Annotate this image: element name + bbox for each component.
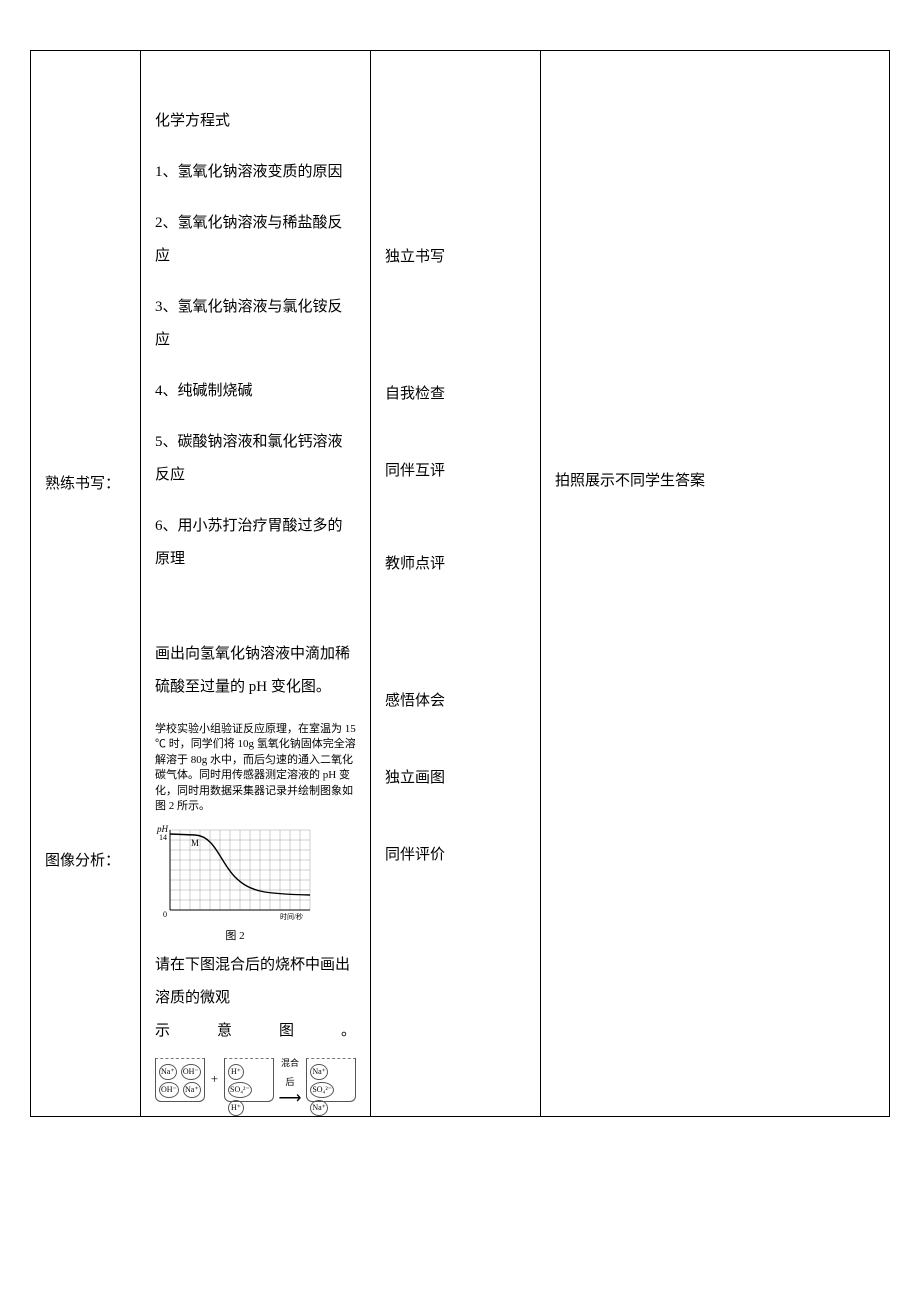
content-item: 6、用小苏打治疗胃酸过多的原理: [155, 510, 356, 576]
ion: Na⁺: [310, 1100, 328, 1116]
lesson-plan-table: 熟练书写： 图像分析： 化学方程式 1、氢氧化钠溶液变质的原因 2、氢氧化钠溶液…: [30, 50, 890, 1117]
row-label-cell: 熟练书写： 图像分析：: [31, 51, 141, 1117]
table-row: 熟练书写： 图像分析： 化学方程式 1、氢氧化钠溶液变质的原因 2、氢氧化钠溶液…: [31, 51, 890, 1117]
beaker-mid: H⁺ SO₄²⁻ H⁺: [224, 1058, 274, 1102]
content-item: 3、氢氧化钠溶液与氯化铵反应: [155, 291, 356, 357]
x-axis-label: 时间/秒: [280, 912, 303, 921]
svg-text:14: 14: [159, 833, 167, 842]
chart-caption: 图 2: [155, 924, 315, 948]
plus-icon: +: [209, 1065, 220, 1094]
content-cell: 化学方程式 1、氢氧化钠溶液变质的原因 2、氢氧化钠溶液与稀盐酸反应 3、氢氧化…: [141, 51, 371, 1117]
ion: SO₄²⁻: [310, 1082, 334, 1098]
content-item: 4、纯碱制烧碱: [155, 375, 356, 408]
ion: Na⁺: [183, 1082, 201, 1098]
experiment-passage: 学校实验小组验证反应原理，在室温为 15 ℃ 时，同学们将 10g 氢氧化钠固体…: [155, 722, 356, 814]
activity-item: 感悟体会: [385, 685, 526, 718]
content-item: 1、氢氧化钠溶液变质的原因: [155, 156, 356, 189]
ion: Na⁺: [159, 1064, 177, 1080]
notes-cell: 拍照展示不同学生答案: [541, 51, 890, 1117]
activity-item: 独立画图: [385, 762, 526, 795]
content-item: 化学方程式: [155, 105, 356, 138]
ion: OH⁻: [159, 1082, 179, 1098]
ion: H⁺: [228, 1100, 244, 1116]
activity-cell: 独立书写 自我检查 同伴互评 教师点评 感悟体会 独立画图 同伴评价: [371, 51, 541, 1117]
activity-item: 自我检查: [385, 378, 526, 411]
ion: OH⁻: [181, 1064, 201, 1080]
activity-item: 教师点评: [385, 548, 526, 581]
svg-text:0: 0: [163, 910, 167, 919]
ph-instruction: 画出向氢氧化钠溶液中滴加稀硫酸至过量的 pH 变化图。: [155, 638, 356, 704]
beaker-left: Na⁺ OH⁻ OH⁻ Na⁺: [155, 1058, 205, 1102]
ion: H⁺: [228, 1064, 244, 1080]
ion: SO₄²⁻: [228, 1082, 252, 1098]
arrow-icon: 混合后 ⟶: [278, 1054, 303, 1106]
row-label: 图像分析：: [45, 845, 126, 878]
activity-item: 同伴互评: [385, 455, 526, 488]
beaker-diagram: Na⁺ OH⁻ OH⁻ Na⁺ + H⁺ SO₄²⁻ H⁺ 混合后 ⟶ Na⁺: [155, 1054, 356, 1106]
notes-text: 拍照展示不同学生答案: [555, 465, 875, 498]
row-label: 熟练书写：: [45, 468, 126, 501]
ph-chart: M pH 14 0 时间/秒: [155, 822, 315, 922]
ion: Na⁺: [310, 1064, 328, 1080]
activity-item: 独立书写: [385, 241, 526, 274]
content-item: 5、碳酸钠溶液和氯化钙溶液反应: [155, 426, 356, 492]
content-item: 2、氢氧化钠溶液与稀盐酸反应: [155, 207, 356, 273]
chart-marker: M: [191, 838, 199, 848]
activity-item: 同伴评价: [385, 839, 526, 872]
beaker-right: Na⁺ SO₄²⁻ Na⁺: [306, 1058, 356, 1102]
beaker-instruction: 请在下图混合后的烧杯中画出溶质的微观 示 意 图 。: [155, 949, 356, 1048]
